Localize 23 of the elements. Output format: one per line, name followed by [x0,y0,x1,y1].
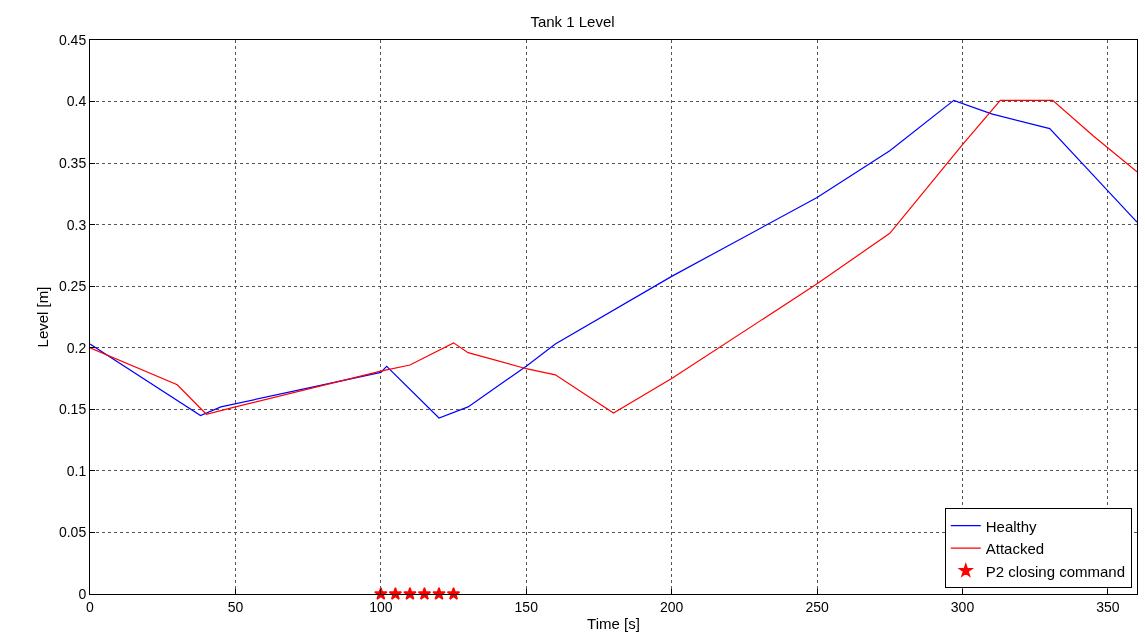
y-tick-label: 0.3 [66,216,87,233]
legend-label: Healthy [985,517,1038,535]
x-tick-label: 300 [950,598,975,615]
chart-title: Tank 1 Level [530,12,615,30]
x-tick-label: 100 [369,598,393,615]
y-tick-label: 0.15 [58,401,87,418]
y-tick-label: 0.1 [66,462,87,479]
x-tick-label: 150 [514,598,539,615]
y-tick-label: 0 [78,585,87,602]
y-tick-label: 0.45 [58,31,87,48]
y-tick-label: 0.35 [58,155,87,172]
legend-label: Attacked [985,540,1045,558]
x-tick-label: 50 [227,598,244,615]
legend-label: P2 closing command [985,562,1125,580]
y-tick-label: 0.4 [66,93,87,110]
x-axis-title: Time [s] [587,614,640,632]
y-axis-title: Level [m] [34,286,52,348]
x-tick-label: 250 [805,598,829,615]
y-tick-label: 0.2 [66,339,87,356]
y-tick-label: 0.05 [58,524,87,541]
y-tick-label: 0.25 [58,278,87,295]
x-tick-label: 350 [1096,598,1120,615]
x-tick-label: 200 [659,598,684,615]
